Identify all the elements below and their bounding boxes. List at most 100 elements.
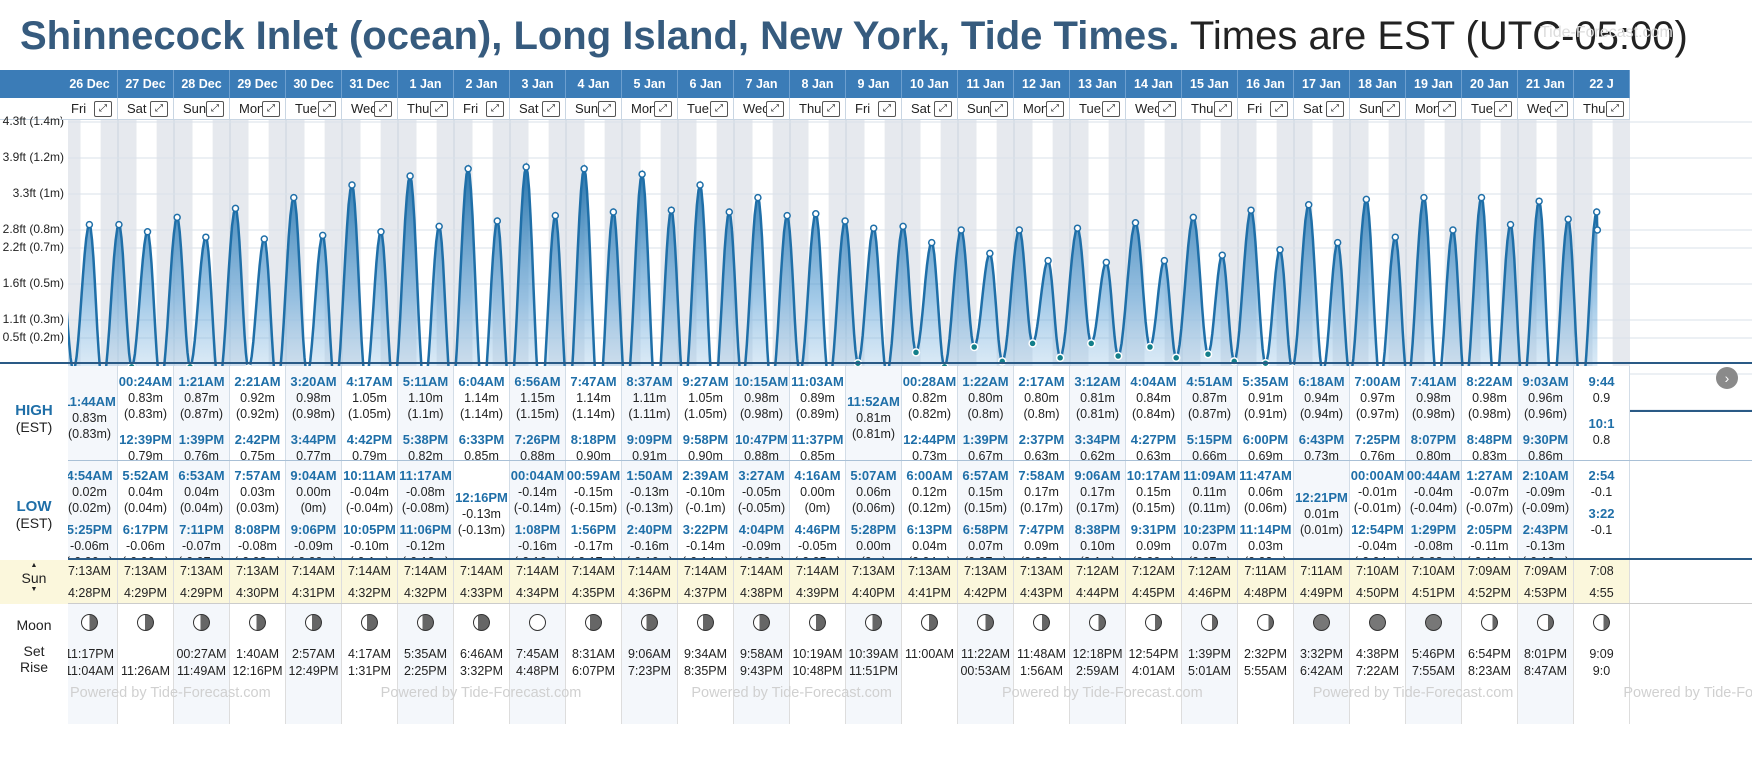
high-tide-point (318, 231, 327, 240)
high-tide-entry: 00:28AM 0.82m (0.82m) (902, 374, 957, 422)
expand-icon[interactable]: ⤢ (878, 101, 896, 117)
low-tide-height-alt: (-0.05m) (737, 501, 786, 515)
day-name: Fri (855, 101, 871, 116)
expand-icon[interactable]: ⤢ (1158, 101, 1176, 117)
low-tide-time: 6:58PM (962, 522, 1009, 537)
expand-icon[interactable]: ⤢ (206, 101, 224, 117)
low-tide-time: 10:17AM (1126, 468, 1181, 483)
expand-icon[interactable]: ⤢ (94, 101, 112, 117)
moon-set-time: 11:17PM (64, 647, 115, 661)
low-tide-height: 0.00m (296, 485, 331, 499)
high-tide-time: 00:28AM (902, 374, 957, 389)
sunrise-time: 7:08 (1589, 564, 1614, 578)
expand-icon[interactable]: ⤢ (1214, 101, 1232, 117)
high-tide-time: 8:07PM (1410, 432, 1457, 447)
high-tide-time: 4:27PM (1130, 432, 1177, 447)
expand-icon[interactable]: ⤢ (934, 101, 952, 117)
high-tide-height-alt: (0.82m) (907, 407, 952, 421)
day-cell: Sat ⤢ (902, 98, 958, 120)
low-tide-time: 4:46PM (794, 522, 841, 537)
moon-set-time: 10:19AM (792, 647, 843, 661)
moon-set-time: 9:06AM (627, 647, 672, 661)
low-tide-entry: 2:10AM -0.09m (-0.09m) (1518, 468, 1573, 516)
expand-icon[interactable]: ⤢ (262, 101, 280, 117)
low-tide-point (1113, 351, 1123, 361)
high-tide-height: 0.91m (1248, 391, 1283, 405)
day-name: Sun (183, 101, 207, 116)
sunrise-time: 7:09AM (1467, 564, 1512, 578)
low-tide-entry: 00:04AM -0.14m (-0.14m) (510, 468, 565, 516)
expand-icon[interactable]: ⤢ (1382, 101, 1400, 117)
low-tide-time: 6:00AM (906, 468, 953, 483)
expand-icon[interactable]: ⤢ (822, 101, 840, 117)
expand-icon[interactable]: ⤢ (374, 101, 392, 117)
day-name: Sat (1303, 101, 1323, 116)
expand-icon[interactable]: ⤢ (318, 101, 336, 117)
low-tide-time: 1:29PM (1410, 522, 1457, 537)
low-tide-height: -0.14m (518, 485, 557, 499)
sun-cell: 7:13AM 4:40PM (846, 560, 902, 604)
moon-set-time: 12:18PM (1072, 647, 1123, 661)
corner-cell-day (0, 98, 68, 120)
low-tide-time: 11:06PM (399, 522, 452, 537)
expand-icon[interactable]: ⤢ (1550, 101, 1568, 117)
high-tide-height-alt: (1.14m) (571, 407, 616, 421)
moon-phase-icon (193, 614, 210, 631)
low-tide-height: -0.13m (462, 507, 501, 521)
expand-icon[interactable]: ⤢ (430, 101, 448, 117)
expand-icon[interactable]: ⤢ (1326, 101, 1344, 117)
expand-icon[interactable]: ⤢ (654, 101, 672, 117)
expand-icon[interactable]: ⤢ (1270, 101, 1288, 117)
moon-set-time: 2:32PM (1243, 647, 1288, 661)
moon-set-time (118, 646, 173, 663)
high-tide-entry: 9:03AM 0.96m (0.96m) (1518, 374, 1573, 422)
low-tide-height-alt: (0.17m) (1075, 501, 1120, 515)
low-tide-height: 0.07m (968, 539, 1003, 553)
expand-icon[interactable]: ⤢ (766, 101, 784, 117)
sunset-time: 4:39PM (795, 586, 840, 600)
tide-table: 4.3ft (1.4m) 3.9ft (1.2m) 3.3ft (1m) 2.8ft … (0, 70, 1752, 780)
expand-icon[interactable]: ⤢ (542, 101, 560, 117)
expand-icon[interactable]: ⤢ (710, 101, 728, 117)
expand-icon[interactable]: ⤢ (1494, 101, 1512, 117)
expand-icon[interactable]: ⤢ (1438, 101, 1456, 117)
low-tide-height: 0.17m (1080, 485, 1115, 499)
low-tide-time: 9:31PM (1130, 522, 1177, 537)
moon-phase-icon (249, 614, 266, 631)
moon-rise-time: 6:07PM (571, 664, 616, 678)
expand-icon[interactable]: ⤢ (150, 101, 168, 117)
high-tide-height-alt: (0.89m) (795, 407, 840, 421)
low-tide-height: -0.08m (1414, 539, 1453, 553)
moon-set-time: 1:40AM (235, 647, 280, 661)
date-header: 20 Jan (1462, 70, 1518, 98)
sunrise-time: 7:12AM (1075, 564, 1120, 578)
high-tide-height: 0.75m (240, 449, 275, 463)
sunset-time: 4:30PM (235, 586, 280, 600)
expand-icon[interactable]: ⤢ (1046, 101, 1064, 117)
high-tide-time: 9:27AM (682, 374, 729, 389)
expand-icon[interactable]: ⤢ (486, 101, 504, 117)
moon-phase-icon (1145, 614, 1162, 631)
expand-icon[interactable]: ⤢ (598, 101, 616, 117)
scroll-right-handle[interactable]: › (1716, 367, 1738, 389)
expand-icon[interactable]: ⤢ (1102, 101, 1120, 117)
high-tide-height: 0.76m (184, 449, 219, 463)
low-tide-height: 0.04m (128, 485, 163, 499)
sunset-time: 4:32PM (347, 586, 392, 600)
high-tide-time: 8:48PM (1466, 432, 1513, 447)
high-tide-time: 3:12AM (1074, 374, 1121, 389)
moon-phase-icon (865, 614, 882, 631)
sunrise-time: 7:14AM (795, 564, 840, 578)
sunset-time: 4:36PM (627, 586, 672, 600)
expand-icon[interactable]: ⤢ (1606, 101, 1624, 117)
expand-icon[interactable]: ⤢ (990, 101, 1008, 117)
moon-set-time: 4:17AM (347, 647, 392, 661)
high-tide-height: 0.73m (912, 449, 947, 463)
low-tide-entry: 00:59AM -0.15m (-0.15m) (566, 468, 621, 516)
sun-cell: 7:13AM 4:43PM (1014, 560, 1070, 604)
tide-chart[interactable] (68, 120, 1752, 412)
row-divider (0, 362, 1752, 364)
